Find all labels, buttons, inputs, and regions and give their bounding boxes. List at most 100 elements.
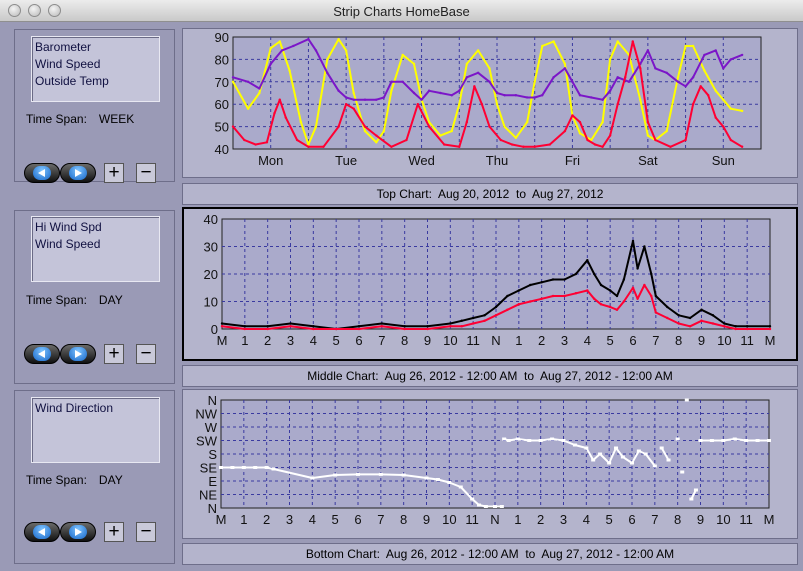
data-point [622,278,626,281]
data-point [722,67,725,70]
x-tick-label: 5 [332,512,339,527]
zoom-out-button[interactable]: − [136,163,156,183]
data-point [631,40,634,43]
bottom-chart-caption: Bottom Chart: Aug 26, 2012 - 12:00 AM to… [182,543,798,565]
data-point [665,129,668,133]
data-point [471,316,475,320]
data-point [506,294,509,298]
zoom-out-button[interactable]: − [136,522,156,542]
x-tick-label: 11 [466,333,480,348]
zoom-out-button[interactable]: − [136,344,156,364]
data-point [563,278,566,281]
data-point [572,443,577,447]
bottom-chart-legend[interactable]: Wind Direction [31,397,160,463]
data-point [449,325,452,328]
data-point [676,80,680,83]
data-point [403,325,406,328]
legend-item: Hi Wind Spd [35,220,102,234]
prev-button[interactable] [24,344,60,364]
x-tick-label: 1 [514,512,521,527]
data-point [525,120,529,124]
data-point [401,53,404,57]
data-point [677,322,680,325]
close-window-button[interactable] [8,4,21,17]
minimize-window-button[interactable] [28,4,41,17]
time-span-value[interactable]: WEEK [98,112,135,126]
data-point [510,143,514,146]
data-point [401,80,404,83]
zoom-in-button[interactable]: + [104,344,124,364]
bottom-chart[interactable]: N NE E SE S SW W NW N M 1 2 3 4 5 6 7 8 9 10 11 N 1 2 3 4 5 6 7 8 9 10 1… [182,389,798,539]
x-tick-label: 6 [355,333,362,348]
data-point [616,103,619,106]
data-point [390,80,393,83]
zoom-in-button[interactable]: + [104,163,124,183]
data-point [768,325,772,328]
data-point [616,76,619,79]
data-point [382,96,386,99]
next-button[interactable] [60,344,96,364]
data-point [299,120,303,124]
time-span-value[interactable]: DAY [98,473,123,487]
top-chart-legend[interactable]: Barometer Wind Speed Outside Temp [31,36,160,102]
data-point [654,67,657,70]
data-segment [335,473,359,476]
top-chart[interactable]: 40 50 60 70 80 90 Mon Tue Wed Thu Fri Sat Sun [182,28,798,178]
data-point [220,325,224,328]
zoom-in-button[interactable]: + [104,522,124,542]
x-tick-label: 2 [264,333,271,348]
middle-chart-controls: Hi Wind Spd Wind Speed Time Span: DAY + − [14,210,175,384]
x-tick-label: 11 [465,512,479,527]
data-point [488,125,491,128]
x-tick-label: 9 [423,512,430,527]
next-button[interactable] [60,163,96,183]
data-point [703,69,706,72]
x-tick-label: 9 [697,512,704,527]
data-point [563,67,567,70]
data-point [289,325,292,328]
x-tick-label: M [764,512,775,527]
data-point [337,38,340,41]
data-point [601,120,604,124]
data-point [258,87,261,90]
data-point [541,94,544,97]
zoom-window-button[interactable] [48,4,61,17]
prev-button[interactable] [24,522,60,542]
data-point [533,145,536,148]
data-point [734,327,737,331]
data-point [639,67,642,70]
x-tick-label: 8 [401,333,408,348]
x-tick-label: 7 [377,512,384,527]
data-point [271,467,276,471]
data-point [740,53,744,57]
x-tick-label: 2 [263,512,270,527]
middle-chart[interactable]: 0 10 20 30 40 M 1 2 3 4 5 6 7 8 9 10 11 N 1 2 3 4 5 6 7 8 9 10 11 M [182,207,798,361]
x-tick-label: 10 [717,333,731,348]
prev-button[interactable] [24,163,60,183]
data-point [363,129,367,133]
data-point [675,437,680,441]
y-tick-label: E [208,474,217,489]
data-point [586,289,589,292]
data-point [476,71,480,75]
next-button[interactable] [60,522,96,542]
right-arrow-icon [69,166,87,180]
data-segment [585,447,595,461]
x-tick-label: N [490,512,499,527]
data-point [616,40,619,43]
data-point [714,89,717,92]
x-tick-label: Fri [565,153,580,168]
data-point [514,136,518,139]
data-point [608,134,612,137]
data-point [615,308,619,311]
series-hi-wind-spd [221,240,770,330]
middle-chart-legend[interactable]: Hi Wind Spd Wind Speed [31,216,160,282]
series-wind-speed [232,40,743,148]
data-point [592,272,596,276]
x-tick-label: Sat [638,153,658,168]
y-tick-label: SW [196,434,218,449]
time-span-value[interactable]: DAY [98,293,123,307]
data-point [480,103,484,106]
data-point [592,297,596,300]
